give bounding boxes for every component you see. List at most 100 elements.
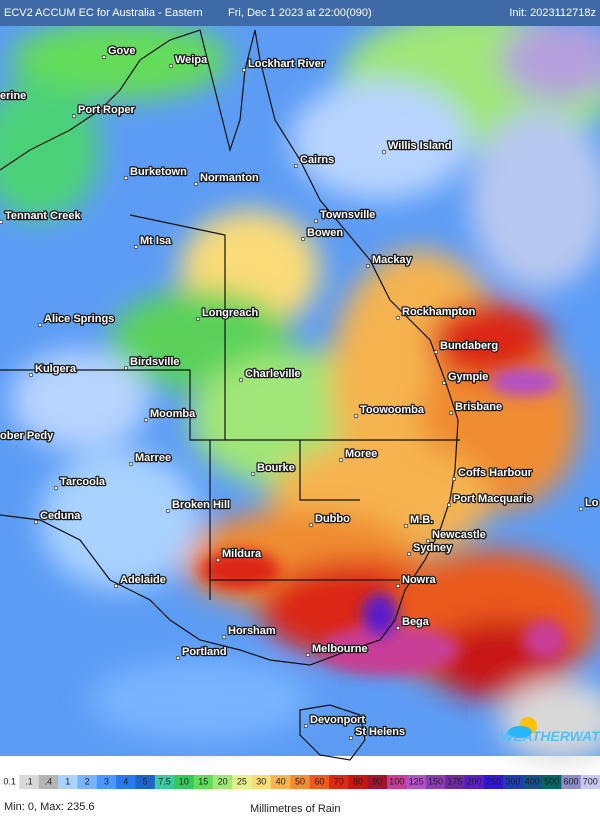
city-dot — [293, 163, 299, 169]
legend-swatch — [445, 775, 466, 789]
city-dot — [365, 263, 371, 269]
legend-label: 5 — [143, 776, 148, 786]
city-dot — [300, 236, 306, 242]
city-label: Gove — [108, 45, 136, 57]
city-dot — [338, 457, 344, 463]
logo-cloud — [508, 726, 532, 738]
legend-swatch — [290, 775, 311, 789]
city-dot — [241, 67, 247, 73]
city-dot — [123, 365, 129, 371]
legend-swatch — [483, 775, 504, 789]
city-label: Kulgera — [35, 363, 77, 375]
coastline — [0, 29, 460, 761]
city-label: ober Pedy — [0, 430, 54, 442]
city-dot — [33, 519, 39, 525]
legend-swatch — [77, 775, 98, 789]
city-dot — [381, 149, 387, 155]
legend-label: 80 — [353, 776, 363, 786]
city-dot — [308, 522, 314, 528]
legend-label: 700 — [583, 776, 598, 786]
legend-label: 175 — [447, 776, 462, 786]
legend-label: 300 — [505, 776, 520, 786]
city-dot — [441, 380, 447, 386]
city-dot — [448, 410, 454, 416]
city-label: St Helens — [355, 726, 405, 738]
city-dot — [123, 175, 129, 181]
city-label: Sydney — [413, 542, 453, 554]
city-label: Moree — [345, 448, 377, 460]
legend-label: 2 — [85, 776, 90, 786]
city-label: Marree — [135, 452, 171, 464]
legend-swatch — [232, 775, 253, 789]
legend-label: 3 — [104, 776, 109, 786]
city-label: Alice Springs — [44, 313, 114, 325]
city-dot — [425, 538, 431, 544]
legend-label: 90 — [372, 776, 382, 786]
city-label: Broken Hill — [172, 499, 230, 511]
city-label: Port Roper — [78, 104, 136, 116]
city-dot — [175, 655, 181, 661]
city-dot — [403, 523, 409, 529]
city-label: Willis Island — [388, 140, 451, 152]
city-label: Ceduna — [40, 510, 81, 522]
legend-swatch — [251, 775, 272, 789]
legend-swatch — [367, 775, 388, 789]
city-dot — [133, 244, 139, 250]
city-label: Mildura — [222, 548, 262, 560]
city-label: Mt Isa — [140, 235, 172, 247]
legend — [0, 775, 600, 789]
city-label: Normanton — [200, 172, 259, 184]
city-label: Bega — [402, 616, 430, 628]
city-label: Toowoomba — [360, 404, 425, 416]
header-bar: ECV2 ACCUM EC for Australia - Eastern Fr… — [0, 0, 600, 26]
city-dot — [578, 506, 584, 512]
city-label: Bourke — [257, 462, 295, 474]
min-max: Min: 0, Max: 235.6 — [4, 801, 95, 813]
city-dot — [250, 471, 256, 477]
legend-swatch — [580, 775, 600, 789]
city-dot — [406, 551, 412, 557]
legend-label: 100 — [389, 776, 404, 786]
city-dot — [195, 316, 201, 322]
city-label: Mackay — [372, 254, 413, 266]
map-title: ECV2 ACCUM EC for Australia - Eastern — [4, 7, 203, 19]
legend-swatch — [154, 775, 175, 789]
city-label: Tarcoola — [60, 476, 106, 488]
city-label: M.B. — [410, 514, 433, 526]
city-dot — [215, 557, 221, 563]
legend-swatch — [0, 775, 20, 789]
legend-label: 20 — [218, 776, 228, 786]
city-label: Lo — [585, 497, 599, 509]
legend-swatch — [464, 775, 485, 789]
legend-swatch — [309, 775, 330, 789]
legend-swatch — [270, 775, 291, 789]
city-label: Newcastle — [432, 529, 486, 541]
city-dot — [451, 476, 457, 482]
legend-label: 600 — [563, 776, 578, 786]
legend-swatch — [212, 775, 233, 789]
city-label: Charleville — [245, 368, 301, 380]
city-label: Melbourne — [312, 643, 368, 655]
city-dot — [353, 413, 359, 419]
legend-label: 400 — [525, 776, 540, 786]
legend-label: 125 — [409, 776, 424, 786]
city-dot — [143, 417, 149, 423]
legend-label: 0.1 — [3, 776, 16, 786]
legend-label: 40 — [276, 776, 286, 786]
city-label: Horsham — [228, 625, 276, 637]
city-dot — [395, 625, 401, 631]
city-label: Moomba — [150, 408, 196, 420]
legend-swatch — [425, 775, 446, 789]
city-label: Port Macquarie — [453, 493, 532, 505]
city-dot — [0, 219, 4, 225]
city-label: Dubbo — [315, 513, 350, 525]
city-label: Portland — [182, 646, 227, 658]
city-dot — [101, 54, 107, 60]
legend-label: 4 — [123, 776, 128, 786]
legend-label: .4 — [45, 776, 53, 786]
city-label: erine — [0, 90, 26, 102]
legend-label: 30 — [256, 776, 266, 786]
legend-swatch — [38, 775, 59, 789]
